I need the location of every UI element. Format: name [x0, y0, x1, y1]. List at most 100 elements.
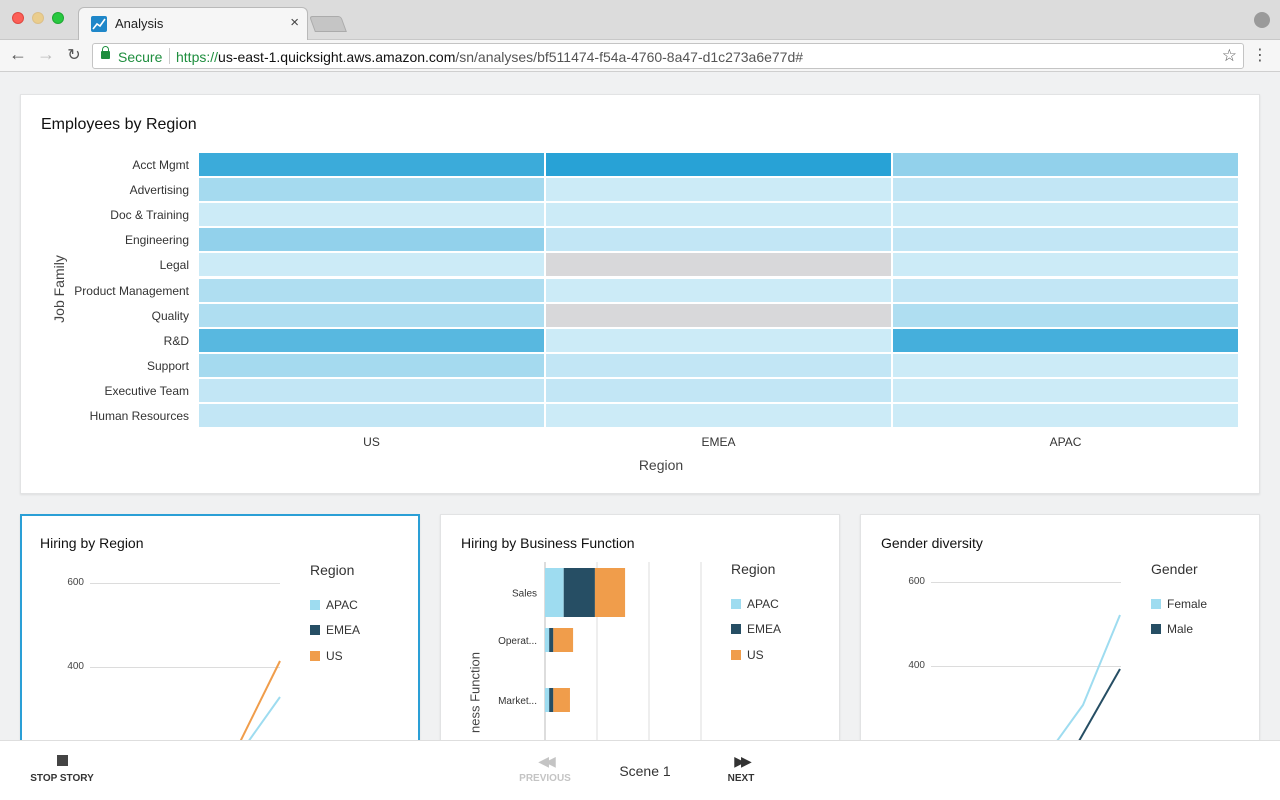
gridline: [931, 582, 1121, 583]
employees-by-region-visual[interactable]: Employees by Region Job Family Region Ac…: [20, 94, 1260, 494]
close-tab-icon[interactable]: ×: [290, 14, 299, 31]
close-window-button[interactable]: [12, 12, 24, 24]
y-tick-label: 600: [67, 577, 84, 588]
legend-title: Region: [731, 561, 776, 577]
row-label: Engineering: [124, 233, 189, 248]
heatmap-cell[interactable]: [546, 153, 891, 176]
heatmap-cell[interactable]: [546, 253, 891, 277]
legend-item-emea[interactable]: EMEA: [731, 622, 781, 636]
series-line-male: [1078, 668, 1121, 740]
heatmap-cell[interactable]: [893, 178, 1238, 202]
heatmap-cell[interactable]: [546, 178, 891, 202]
legend-swatch: [731, 650, 741, 660]
heatmap-cell[interactable]: [546, 404, 891, 427]
heatmap-cell[interactable]: [893, 278, 1238, 302]
gridline: [90, 667, 280, 668]
legend-item-male[interactable]: Male: [1151, 622, 1193, 636]
browser-menu-icon[interactable]: ⋮: [1252, 47, 1268, 64]
minimize-window-button[interactable]: [32, 12, 44, 24]
heatmap-cell[interactable]: [199, 353, 544, 377]
heatmap-cell[interactable]: [199, 203, 544, 227]
heatmap-cell[interactable]: [199, 178, 544, 202]
heatmap-cell[interactable]: [893, 153, 1238, 176]
column-label: EMEA: [701, 435, 736, 450]
heatmap-cell[interactable]: [199, 253, 544, 277]
heatmap-cell[interactable]: [199, 378, 544, 402]
legend-item-female[interactable]: Female: [1151, 597, 1207, 611]
heatmap-cell[interactable]: [546, 203, 891, 227]
row-label: Executive Team: [104, 383, 190, 398]
heatmap-cell[interactable]: [546, 328, 891, 352]
url-text[interactable]: https://us-east-1.quicksight.aws.amazon.…: [176, 49, 803, 65]
heatmap-cell[interactable]: [199, 303, 544, 327]
legend-title: Gender: [1151, 561, 1198, 577]
browser-titlebar: Analysis ×: [0, 0, 1280, 40]
next-icon: ▶▶: [734, 753, 752, 769]
legend-swatch: [731, 624, 741, 634]
legend-swatch: [731, 599, 741, 609]
gender-diversity-visual[interactable]: Gender diversity 600 400 Gender Female M…: [860, 514, 1260, 740]
heatmap-cell[interactable]: [199, 328, 544, 352]
quicksight-icon: [91, 16, 107, 32]
new-tab-button[interactable]: [309, 16, 347, 32]
legend-item-emea[interactable]: EMEA: [310, 623, 360, 637]
previous-button[interactable]: ◀◀ PREVIOUS: [510, 753, 580, 784]
address-bar[interactable]: Secure https://us-east-1.quicksight.aws.…: [92, 43, 1244, 69]
legend-swatch: [310, 651, 320, 661]
bar-apac: [545, 568, 564, 617]
heatmap-cell[interactable]: [893, 228, 1238, 252]
legend-item-apac[interactable]: APAC: [731, 597, 779, 611]
legend-title: Region: [310, 562, 355, 578]
hiring-by-business-function-visual[interactable]: Hiring by Business Function ness Functio…: [440, 514, 840, 740]
heatmap-cell[interactable]: [893, 328, 1238, 352]
heatmap-cell[interactable]: [893, 353, 1238, 377]
heatmap-cell[interactable]: [893, 378, 1238, 402]
visual-title: Gender diversity: [881, 535, 983, 551]
back-icon[interactable]: ←: [9, 44, 27, 64]
reload-icon[interactable]: ↻: [67, 47, 81, 64]
heatmap-cell[interactable]: [199, 278, 544, 302]
row-label: Support: [146, 358, 189, 373]
heatmap-cell[interactable]: [893, 404, 1238, 427]
legend-item-us[interactable]: US: [310, 649, 343, 663]
heatmap-cell[interactable]: [893, 303, 1238, 327]
heatmap-cell[interactable]: [893, 203, 1238, 227]
maximize-window-button[interactable]: [52, 12, 64, 24]
heatmap-cell[interactable]: [546, 278, 891, 302]
browser-toolbar: ← → ↻ Secure https://us-east-1.quicksigh…: [0, 40, 1280, 72]
browser-tab-analysis[interactable]: Analysis ×: [78, 7, 308, 40]
hiring-by-region-visual[interactable]: Hiring by Region 600 400 Region APAC EME…: [20, 514, 420, 740]
legend-item-us[interactable]: US: [731, 648, 764, 662]
legend-item-apac[interactable]: APAC: [310, 598, 358, 612]
legend-label: Female: [1167, 597, 1208, 611]
url-host: us-east-1.quicksight.aws.amazon.com: [218, 49, 456, 65]
row-label: R&D: [163, 333, 189, 348]
category-label: Market...: [498, 696, 537, 707]
heatmap-cell[interactable]: [893, 253, 1238, 277]
series-line-female: [1056, 614, 1121, 740]
heatmap-cell[interactable]: [546, 303, 891, 327]
url-separator: [169, 48, 170, 64]
heatmap-cell[interactable]: [199, 228, 544, 252]
heatmap-cell[interactable]: [546, 228, 891, 252]
stop-story-button[interactable]: STOP STORY: [22, 755, 102, 784]
previous-label: PREVIOUS: [519, 773, 571, 784]
heatmap-cell[interactable]: [546, 353, 891, 377]
heatmap-cell[interactable]: [546, 378, 891, 402]
lock-icon: [101, 46, 110, 59]
story-footer: STOP STORY ◀◀ PREVIOUS Scene 1 ▶▶ NEXT: [0, 740, 1280, 800]
heatmap-cell[interactable]: [199, 404, 544, 427]
profile-icon[interactable]: [1254, 12, 1270, 28]
bar-apac: [545, 628, 550, 652]
bookmark-star-icon[interactable]: ☆: [1221, 46, 1237, 65]
heatmap-cell[interactable]: [199, 153, 544, 176]
forward-icon[interactable]: →: [37, 44, 55, 64]
legend-label: US: [326, 649, 343, 663]
series-line-us: [239, 660, 281, 740]
url-path: /sn/analyses/bf511474-f54a-4760-8a47-d1c…: [455, 49, 804, 65]
row-label: Acct Mgmt: [132, 158, 189, 172]
visual-title: Hiring by Region: [40, 535, 144, 551]
legend-label: EMEA: [326, 623, 361, 637]
next-button[interactable]: ▶▶ NEXT: [712, 753, 770, 784]
legend-swatch: [1151, 599, 1161, 609]
